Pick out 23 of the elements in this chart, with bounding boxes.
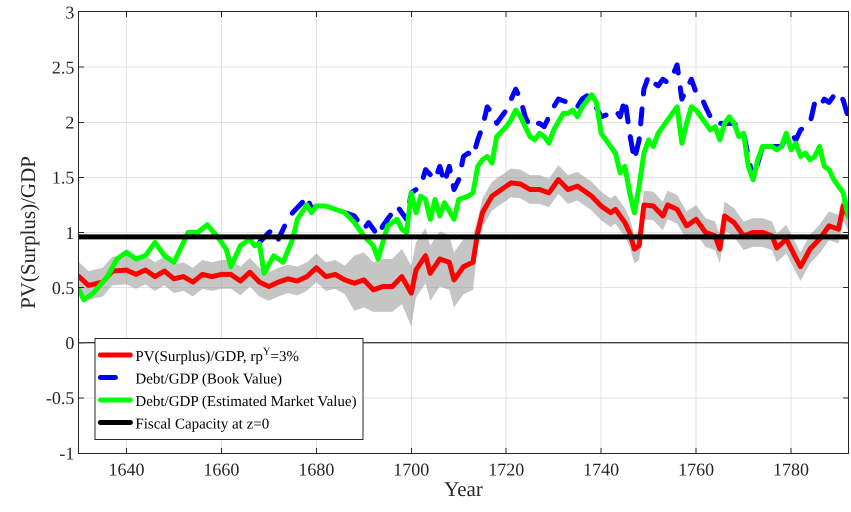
x-tick-label: 1760 xyxy=(678,460,714,480)
x-tick-label: 1660 xyxy=(203,460,240,480)
x-tick-label: 1780 xyxy=(773,460,810,480)
y-tick-label: 2.5 xyxy=(52,57,74,78)
y-tick-label: 3 xyxy=(65,2,74,22)
legend-label: Fiscal Capacity at z=0 xyxy=(135,416,270,432)
y-tick-label: 1.5 xyxy=(52,168,74,188)
x-tick-label: 1700 xyxy=(393,460,430,480)
x-tick-label: 1720 xyxy=(488,460,524,480)
y-axis-title: PV(Surplus)/GDP xyxy=(16,156,40,309)
y-tick-label: -1 xyxy=(59,443,74,464)
x-tick-label: 1640 xyxy=(108,460,144,480)
legend-label: PV(Surplus)/GDP, rp$^{Y}$=3% xyxy=(135,346,299,365)
y-tick-label: 1 xyxy=(65,222,74,243)
x-axis-title: Year xyxy=(444,476,483,501)
x-tick-label: 1740 xyxy=(583,460,620,480)
x-tick-label: 1680 xyxy=(298,460,334,480)
y-tick-label: 0.5 xyxy=(52,278,74,298)
y-tick-label: 2 xyxy=(65,112,74,133)
y-tick-label: 0 xyxy=(65,333,74,354)
legend-label: Debt/GDP (Book Value) xyxy=(135,371,282,388)
y-tick-label: -0.5 xyxy=(46,388,74,408)
legend-label: Debt/GDP (Estimated Market Value) xyxy=(135,394,357,410)
